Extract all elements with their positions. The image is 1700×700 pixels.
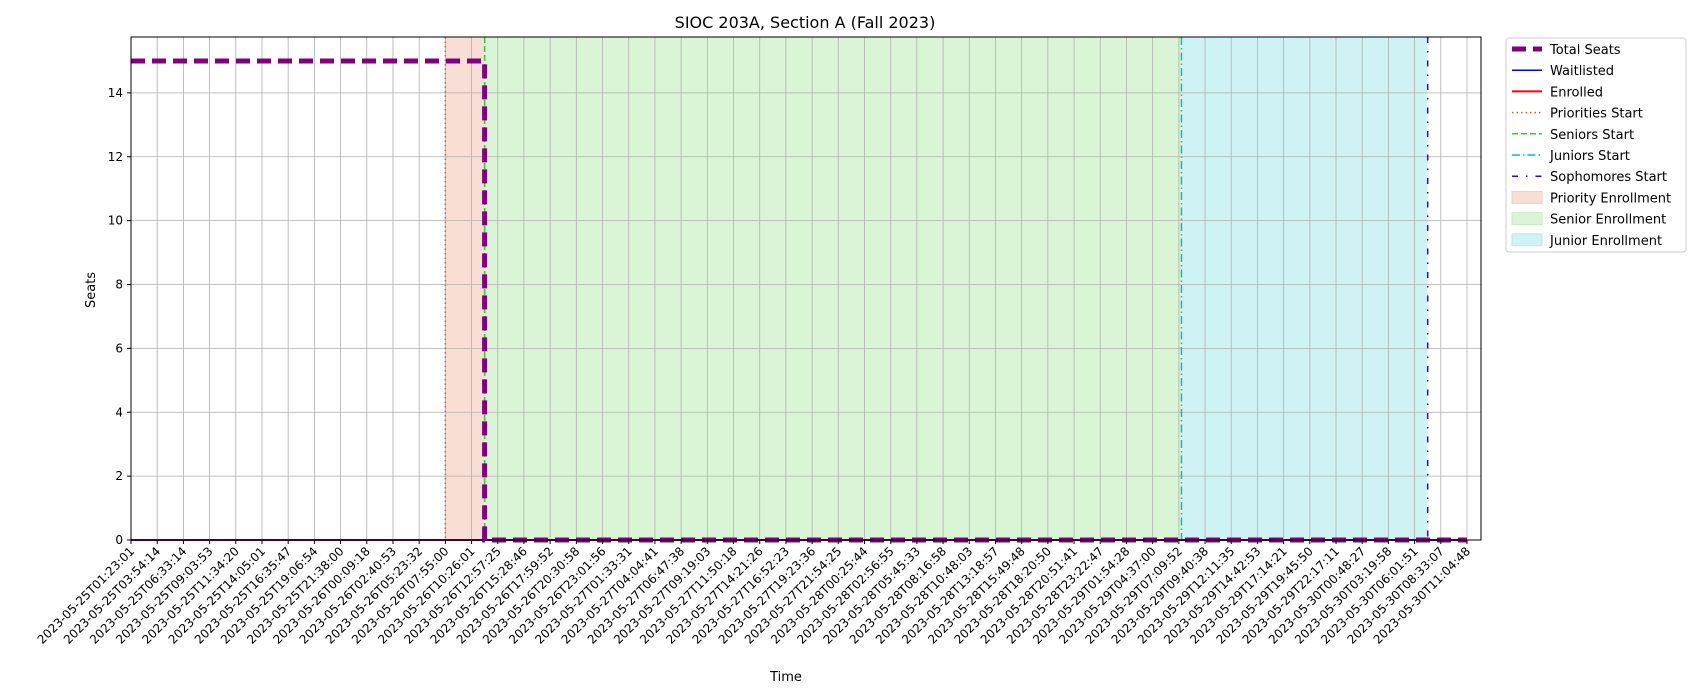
legend: Total Seats Waitlisted Enrolled Priorities … xyxy=(1505,37,1687,253)
y-tick-label: 10 xyxy=(108,214,123,228)
legend-swatch xyxy=(1511,212,1543,226)
legend-label: Enrolled xyxy=(1550,85,1603,100)
plot-frame xyxy=(130,36,1482,541)
y-tick-label: 12 xyxy=(108,150,123,164)
y-axis: 0 2 4 6 8 10 12 14 xyxy=(108,86,131,547)
legend-label: Waitlisted xyxy=(1550,64,1614,79)
y-tick-label: 0 xyxy=(115,533,123,547)
legend-label: Juniors Start xyxy=(1549,149,1630,164)
y-tick-label: 4 xyxy=(115,405,123,419)
legend-label: Seniors Start xyxy=(1550,128,1634,143)
chart-title: SIOC 203A, Section A (Fall 2023) xyxy=(675,13,936,32)
span-senior-enrollment xyxy=(484,37,1182,540)
x-axis-label: Time xyxy=(769,670,802,685)
x-axis: 2023-05-25T01:23:012023-05-25T03:54:1420… xyxy=(35,540,1473,647)
legend-label: Total Seats xyxy=(1549,43,1621,58)
grid xyxy=(130,37,1481,541)
y-tick-label: 8 xyxy=(115,278,123,292)
y-axis-label: Seats xyxy=(84,272,99,308)
legend-label: Priorities Start xyxy=(1550,107,1643,122)
y-tick-label: 14 xyxy=(108,86,123,100)
y-tick-label: 6 xyxy=(115,341,123,355)
legend-box xyxy=(1505,37,1687,253)
legend-swatch xyxy=(1511,190,1543,204)
legend-label: Sophomores Start xyxy=(1550,170,1667,185)
span-priority-enrollment xyxy=(445,37,485,540)
y-tick-label: 2 xyxy=(115,469,123,483)
span-junior-enrollment xyxy=(1181,37,1428,540)
legend-label: Priority Enrollment xyxy=(1550,191,1671,206)
legend-swatch xyxy=(1511,233,1543,247)
legend-label: Junior Enrollment xyxy=(1549,234,1662,249)
enrollment-spans xyxy=(445,37,1428,540)
legend-label: Senior Enrollment xyxy=(1550,213,1666,228)
